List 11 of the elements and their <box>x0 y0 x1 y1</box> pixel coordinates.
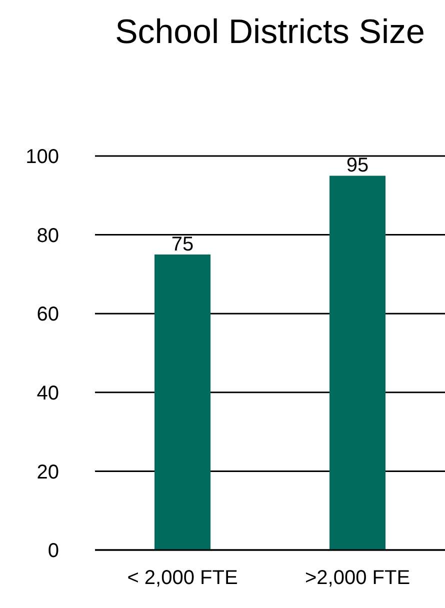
x-tick-label: < 2,000 FTE <box>127 567 238 590</box>
chart-title: School Districts Size <box>114 12 426 53</box>
x-tick-label: >2,000 FTE <box>304 567 410 590</box>
y-tick-label: 40 <box>36 382 59 404</box>
y-tick-label: 20 <box>36 461 59 484</box>
y-tick-label: 80 <box>36 224 59 247</box>
data-label: 75 <box>171 234 194 256</box>
y-tick-label: 60 <box>36 304 59 326</box>
data-label: 95 <box>346 154 369 177</box>
y-tick-label: 100 <box>26 146 59 168</box>
y-tick-label: 0 <box>48 540 59 562</box>
